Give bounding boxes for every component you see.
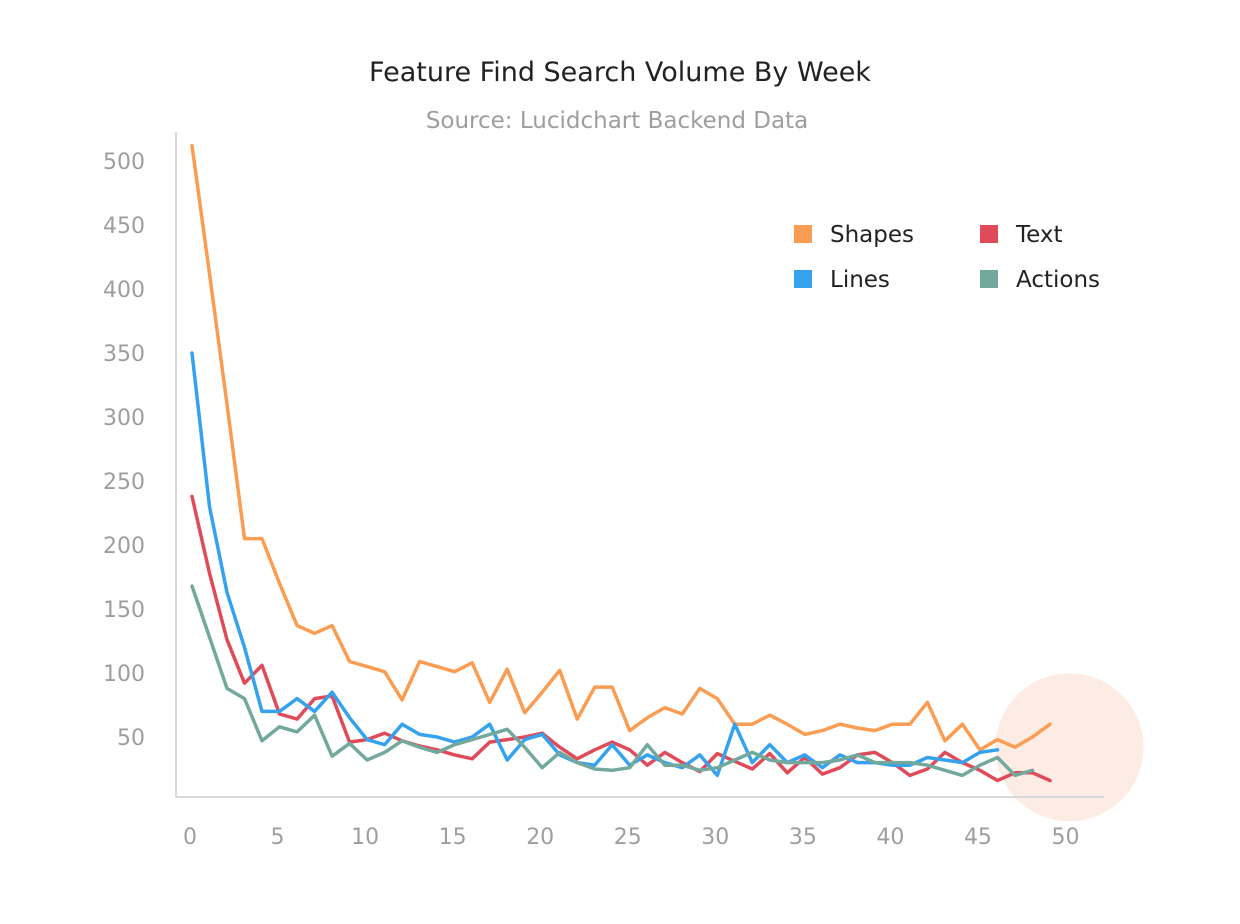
legend-swatch-text xyxy=(980,225,998,243)
highlight-layer xyxy=(995,673,1144,822)
y-tick-label: 400 xyxy=(103,278,145,303)
x-tick-label: 25 xyxy=(614,825,642,850)
x-tick-label: 50 xyxy=(1051,825,1079,850)
y-tick-label: 300 xyxy=(103,406,145,431)
x-tick-label: 15 xyxy=(439,825,467,850)
series-line-actions xyxy=(190,584,1035,778)
legend-swatch-lines xyxy=(794,270,812,288)
x-tick-label: 40 xyxy=(876,825,904,850)
x-tick-label: 5 xyxy=(271,825,285,850)
y-tick-label: 250 xyxy=(103,470,145,495)
x-tick-label: 20 xyxy=(526,825,554,850)
highlight-circle xyxy=(995,673,1144,822)
chart-title: Feature Find Search Volume By Week xyxy=(369,57,871,88)
y-tick-label: 200 xyxy=(103,534,145,559)
x-tick-label: 30 xyxy=(701,825,729,850)
y-tick-label: 450 xyxy=(103,214,145,239)
legend-swatch-shapes xyxy=(794,225,812,243)
legend-label-lines: Lines xyxy=(830,267,890,293)
y-tick-label: 500 xyxy=(103,150,145,175)
y-tick-label: 100 xyxy=(103,662,145,687)
y-tick-label: 350 xyxy=(103,342,145,367)
y-tick-label: 50 xyxy=(117,726,145,751)
legend: Shapes Text Lines Actions xyxy=(794,222,1100,293)
x-tick-label: 35 xyxy=(789,825,817,850)
legend-label-actions: Actions xyxy=(1016,267,1100,293)
y-tick-label: 150 xyxy=(103,598,145,623)
series-layer xyxy=(190,143,1052,783)
legend-swatch-actions xyxy=(980,270,998,288)
legend-label-text: Text xyxy=(1015,222,1063,248)
axes-layer: 50 100 150 200 250 300 350 400 450 500 0 5 10 15 20 25 3… xyxy=(103,132,1104,850)
x-tick-label: 10 xyxy=(351,825,379,850)
x-tick-label: 0 xyxy=(183,825,197,850)
series-line-text xyxy=(190,494,1052,783)
x-tick-label: 45 xyxy=(964,825,992,850)
series-line-shapes xyxy=(190,143,1052,752)
legend-label-shapes: Shapes xyxy=(830,222,914,248)
series-line-lines xyxy=(190,351,1000,778)
chart-subtitle: Source: Lucidchart Backend Data xyxy=(426,108,808,134)
